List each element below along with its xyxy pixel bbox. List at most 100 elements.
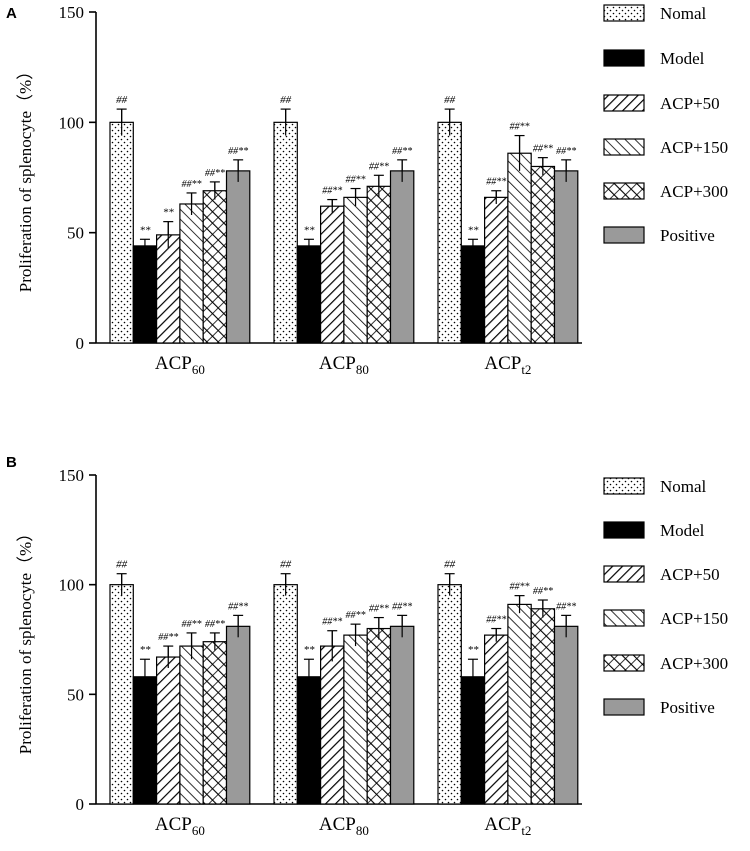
panel-b: B 0 50 100 150 Proliferation of splenocyte（%…	[6, 454, 728, 838]
y-tick-label: 0	[76, 795, 85, 814]
panel-b-x-labels: ACP60 ACP80 ACPt2	[155, 814, 532, 838]
y-tick-label: 0	[76, 334, 85, 353]
x-tick-label-subscript: 60	[192, 362, 205, 377]
significance-label: ##**	[182, 179, 202, 190]
significance-label: **	[139, 644, 151, 656]
significance-label: ##**	[510, 122, 530, 133]
bar	[132, 676, 158, 805]
legend-label: ACP+50	[660, 94, 720, 113]
y-axis-label: Proliferation of splenocyte（%）	[16, 63, 35, 292]
bar	[553, 625, 579, 805]
significance-label: ##**	[510, 582, 530, 593]
panel-a-plot: ##****##**##**##**##**##**##**##**##**##…	[96, 94, 582, 344]
significance-label: ##**	[486, 177, 506, 188]
x-tick-label-base: ACP	[155, 814, 192, 835]
significance-label: ##	[444, 94, 456, 106]
bar	[202, 190, 228, 344]
significance-label: ##**	[322, 617, 342, 628]
bar	[484, 196, 509, 344]
bar	[389, 625, 415, 805]
legend-label: Model	[660, 49, 705, 68]
legend-label: Model	[660, 521, 705, 540]
significance-label: **	[139, 224, 151, 236]
legend-label: Positive	[660, 698, 715, 717]
x-tick-label-subscript: 80	[356, 362, 369, 377]
bar	[179, 645, 204, 805]
legend-label: ACP+300	[660, 654, 728, 673]
legend-label: ACP+300	[660, 182, 728, 201]
y-tick-label: 100	[59, 113, 85, 132]
bar	[366, 627, 392, 805]
x-tick-label-subscript: 60	[192, 823, 205, 838]
legend-label: ACP+150	[660, 609, 728, 628]
bar	[273, 121, 298, 344]
y-tick-label: 50	[67, 224, 84, 243]
legend-swatch	[603, 654, 645, 672]
significance-label: ##**	[369, 604, 389, 615]
legend-swatch	[603, 138, 645, 156]
significance-label: ##**	[556, 146, 576, 157]
x-tick-label: ACPt2	[484, 814, 531, 838]
significance-label: ##**	[486, 615, 506, 626]
bar	[437, 121, 462, 344]
legend-swatch	[603, 49, 645, 67]
legend-swatch	[603, 4, 645, 22]
legend-swatch	[603, 609, 645, 627]
bar	[507, 603, 532, 805]
significance-label: ##**	[228, 601, 248, 612]
panel-a-x-labels: ACP60 ACP80 ACPt2	[155, 353, 532, 377]
significance-label: **	[467, 644, 479, 656]
legend-swatch	[603, 565, 645, 583]
bar	[507, 152, 532, 344]
legend-swatch	[603, 521, 645, 539]
bar	[530, 608, 556, 805]
bar	[553, 170, 579, 344]
significance-label: ##**	[533, 144, 553, 155]
legend-swatch	[603, 477, 645, 495]
significance-label: **	[303, 224, 315, 236]
bar	[320, 645, 345, 805]
significance-label: ##**	[533, 586, 553, 597]
significance-label: **	[303, 644, 315, 656]
x-tick-label: ACP80	[319, 814, 369, 838]
legend-swatch	[603, 698, 645, 716]
bar	[109, 584, 134, 805]
bar	[389, 170, 415, 344]
bar	[109, 121, 134, 344]
panel-b-legend: Nomal Model ACP+50 ACP+150 ACP+300 Positive	[603, 477, 728, 717]
bar	[343, 634, 368, 805]
panel-b-letter: B	[6, 454, 17, 471]
significance-label: ##**	[392, 601, 412, 612]
significance-label: ##**	[205, 619, 225, 630]
panel-b-plot: ##**##**##** ##**##**##**##**##**##** ##**…	[96, 559, 582, 805]
significance-label: **	[467, 224, 479, 236]
bar	[179, 203, 204, 344]
significance-label: ##**	[392, 146, 412, 157]
x-tick-label-base: ACP	[484, 814, 521, 835]
bar	[530, 165, 556, 344]
y-axis-label: Proliferation of splenocyte（%）	[16, 525, 35, 754]
panel-a-legend: Nomal Model ACP+50 ACP+150 ACP+300 Positive	[603, 4, 728, 245]
bar	[225, 170, 251, 344]
x-tick-label: ACP60	[155, 814, 205, 838]
bar	[156, 656, 181, 805]
significance-label: **	[163, 207, 175, 219]
y-tick-label: 50	[67, 685, 84, 704]
bar	[132, 245, 158, 344]
significance-label: ##**	[228, 146, 248, 157]
bar	[296, 245, 322, 344]
significance-label: ##**	[369, 161, 389, 172]
x-tick-label: ACP80	[319, 353, 369, 377]
significance-label: ##	[116, 94, 128, 106]
bar	[437, 584, 462, 805]
y-tick-label: 150	[59, 3, 85, 22]
x-tick-label-base: ACP	[319, 814, 356, 835]
x-tick-label-subscript: t2	[521, 823, 531, 838]
significance-label: ##**	[158, 632, 178, 643]
panel-a-letter: A	[6, 5, 17, 22]
x-tick-label-subscript: 80	[356, 823, 369, 838]
panel-a-y-axis: 0 50 100 150 Proliferation of splenocyte（%）	[16, 3, 97, 353]
y-tick-label: 100	[59, 576, 85, 595]
legend-swatch	[603, 182, 645, 200]
